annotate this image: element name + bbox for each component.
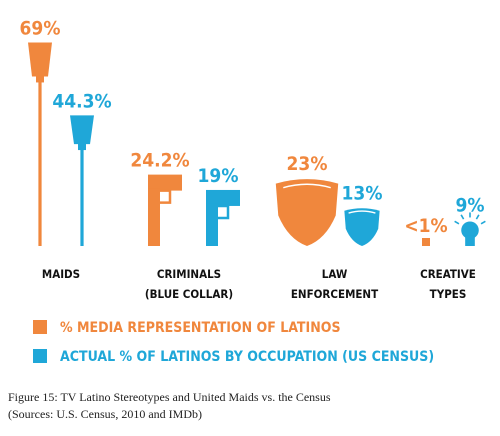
- caption-title: Figure 15: TV Latino Stereotypes and Uni…: [8, 390, 331, 404]
- mop-icon-census-mark: [70, 115, 94, 246]
- data-label: 19%: [198, 165, 239, 187]
- data-label: 44.3%: [52, 90, 111, 112]
- chart: 69% 24.2% 23% <1% 44.3% 19% 13% 9% MAIDS CRIMINAL…: [20, 17, 486, 365]
- gun-icon-census-mark: [206, 189, 240, 246]
- category-label: MAIDS: [42, 267, 80, 281]
- lightbulb-icon-media-mark: [422, 238, 430, 246]
- data-label: 69%: [20, 17, 61, 39]
- category-label: ENFORCEMENT: [291, 287, 378, 301]
- data-label: 13%: [342, 183, 383, 205]
- category-label: TYPES: [430, 287, 467, 301]
- data-label: 24.2%: [130, 150, 189, 172]
- category-label: LAW: [322, 267, 348, 281]
- chart-marks: 69% 24.2% 23% <1% 44.3% 19% 13% 9% MAIDS CRIMINAL…: [20, 17, 486, 301]
- data-label: <1%: [404, 215, 447, 237]
- mop-icon-media-mark: [28, 42, 52, 246]
- category-label: (BLUE COLLAR): [145, 287, 233, 301]
- legend-swatch: [33, 349, 47, 363]
- gun-icon-media-mark: [148, 174, 182, 246]
- badge-icon-census-mark: [344, 208, 380, 246]
- legend-label: % MEDIA REPRESENTATION OF LATINOS: [60, 320, 341, 336]
- badge-icon-media-mark: [275, 179, 339, 246]
- lightbulb-icon-census-mark: [454, 212, 486, 246]
- caption-sources: (Sources: U.S. Census, 2010 and IMDb): [8, 407, 202, 421]
- data-label: 23%: [287, 153, 328, 175]
- legend-swatch: [33, 320, 47, 334]
- category-label: CREATIVE: [420, 267, 476, 281]
- data-label: 9%: [455, 194, 484, 216]
- figure-caption: Figure 15: TV Latino Stereotypes and Uni…: [8, 389, 498, 423]
- category-label: CRIMINALS: [157, 267, 221, 281]
- legend-label: ACTUAL % OF LATINOS BY OCCUPATION (US CE…: [60, 349, 434, 365]
- legend: % MEDIA REPRESENTATION OF LATINOS ACTUAL …: [33, 320, 434, 365]
